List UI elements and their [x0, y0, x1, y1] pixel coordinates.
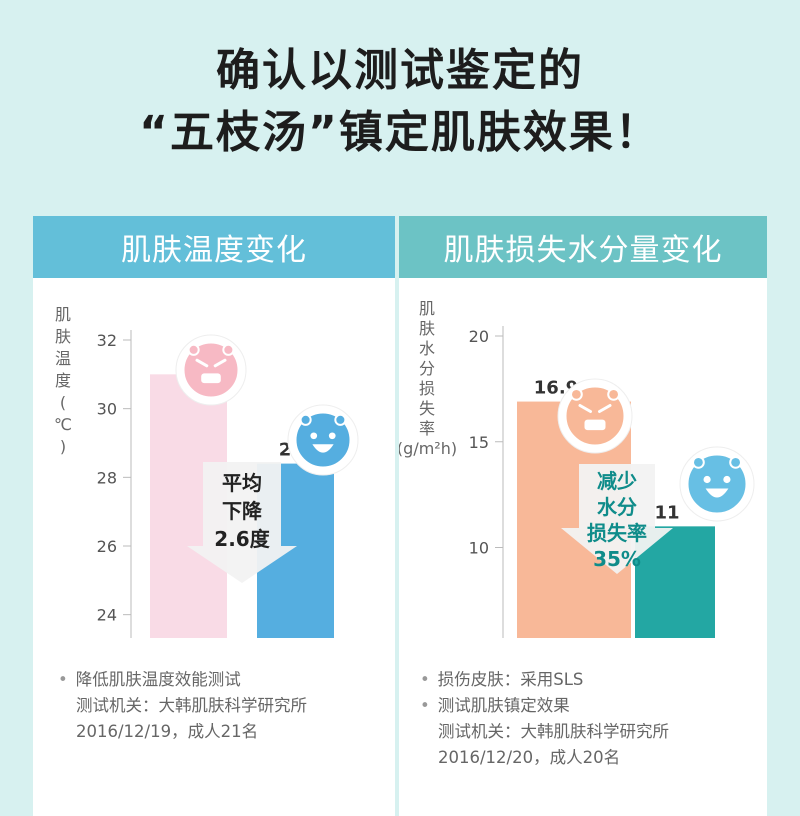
y-tick-label: 26	[97, 537, 117, 556]
y-axis-label-char: )	[60, 437, 66, 456]
y-axis-label-char: ℃	[54, 415, 72, 434]
eye-shape	[723, 475, 731, 484]
frown-shape	[584, 419, 606, 431]
ear-shape	[729, 456, 743, 469]
arrow-annotation-line: 2.6度	[214, 527, 270, 551]
y-axis-label-char: 度	[55, 371, 71, 390]
bullet-icon: •	[420, 670, 430, 689]
y-axis-label-char: 率	[419, 419, 435, 438]
water-loss-chart: 肌肤水分损失率(g/m²h)0510152016.9损伤肌肤11使用五枝汤减少水…	[399, 299, 755, 638]
ear-shape	[692, 456, 705, 469]
face-circle	[563, 384, 627, 448]
y-tick-label: 10	[469, 539, 489, 558]
y-tick-label: 24	[97, 606, 117, 625]
eye-shape	[703, 475, 711, 484]
frown-shape	[201, 373, 221, 384]
skin-temperature-panel: 肌肤温度变化 肌肤温度(℃)2022242628303231使用前28.4使用后…	[33, 216, 395, 816]
y-axis-label-char: 损	[419, 379, 435, 398]
y-axis-label-char: 温	[55, 349, 71, 368]
eye-shape	[310, 432, 318, 440]
bullet-icon: •	[420, 696, 430, 715]
skin-temperature-chart: 肌肤温度(℃)2022242628303231使用前28.4使用后平均下降2.6…	[54, 305, 359, 638]
arrow-annotation-line: 下降	[222, 499, 263, 523]
y-tick-label: 30	[97, 400, 117, 419]
y-axis-label-char: 失	[419, 399, 435, 418]
bullet-icon: •	[58, 670, 68, 689]
note-test-date: 2016/12/19，成人21名	[76, 722, 259, 741]
ear-shape	[299, 413, 312, 426]
notes-left: • 降低肌肤温度效能测试 测试机关：大韩肌肤科学研究所 2016/12/19，成人…	[58, 667, 307, 745]
face-circle	[685, 452, 749, 516]
brow-shape	[598, 404, 612, 413]
arrow-annotation-line: 35%	[593, 547, 641, 571]
y-axis-label-char: 肤	[55, 327, 71, 346]
happy-baby-icon	[679, 446, 755, 522]
arrow-annotation-line: 减少	[597, 469, 637, 493]
water-loss-title: 肌肤损失水分量变化	[399, 216, 767, 278]
note-test-date: 2016/12/20，成人20名	[438, 748, 621, 767]
notes-right: • 损伤皮肤：采用SLS • 测试肌肤镇定效果 测试机关：大韩肌肤科学研究所 201…	[420, 667, 669, 771]
headline-line-1: 确认以测试鉴定的	[216, 45, 584, 96]
y-tick-label: 32	[97, 331, 117, 350]
y-axis-label-char: 分	[419, 359, 435, 378]
y-axis-label-char: 肤	[419, 319, 435, 338]
ear-shape	[334, 413, 347, 426]
note-test-name: 测试肌肤镇定效果	[437, 696, 570, 715]
face-circle	[181, 340, 241, 400]
note-test-agency: 测试机关：大韩肌肤科学研究所	[438, 722, 669, 741]
arrow-annotation-line: 平均	[222, 471, 262, 495]
note-test-agency: 测试机关：大韩肌肤科学研究所	[76, 696, 307, 715]
brow-shape	[213, 358, 227, 368]
arrow-annotation-line: 水分	[597, 495, 637, 519]
ear-shape	[222, 343, 235, 356]
y-axis-label-char: (	[60, 393, 66, 412]
y-tick-label: 28	[97, 468, 117, 487]
smile-shape	[705, 488, 729, 498]
ear-shape	[607, 388, 621, 401]
brow-shape	[195, 358, 209, 368]
y-axis-label-char: (g/m²h)	[399, 439, 457, 458]
ear-shape	[187, 343, 200, 356]
y-axis-label-char: 肌	[55, 305, 71, 324]
note-damaged-skin: 损伤皮肤：采用SLS	[437, 670, 584, 689]
upset-baby-icon	[175, 334, 247, 406]
eye-shape	[328, 432, 336, 440]
ear-shape	[570, 388, 583, 401]
note-test-name: 降低肌肤温度效能测试	[75, 670, 241, 689]
headline-line-2: “五枝汤”镇定肌肤效果！	[139, 107, 661, 158]
brow-shape	[578, 404, 592, 413]
arrow-down-icon	[561, 464, 673, 574]
arrow-annotation-line: 损失率	[587, 521, 647, 545]
y-axis-label-char: 肌	[419, 299, 435, 318]
y-tick-label: 20	[469, 327, 489, 346]
value-label: 11	[654, 502, 679, 523]
y-axis-label-char: 水	[419, 339, 435, 358]
arrow-down-icon	[187, 462, 297, 583]
face-circle	[293, 410, 353, 470]
skin-temperature-title: 肌肤温度变化	[33, 216, 395, 278]
upset-baby-icon	[557, 378, 633, 454]
water-loss-panel: 肌肤损失水分量变化 肌肤水分损失率(g/m²h)0510152016.9损伤肌肤…	[399, 216, 767, 816]
y-tick-label: 15	[469, 433, 489, 452]
smile-shape	[312, 444, 334, 453]
happy-baby-icon	[287, 404, 359, 476]
